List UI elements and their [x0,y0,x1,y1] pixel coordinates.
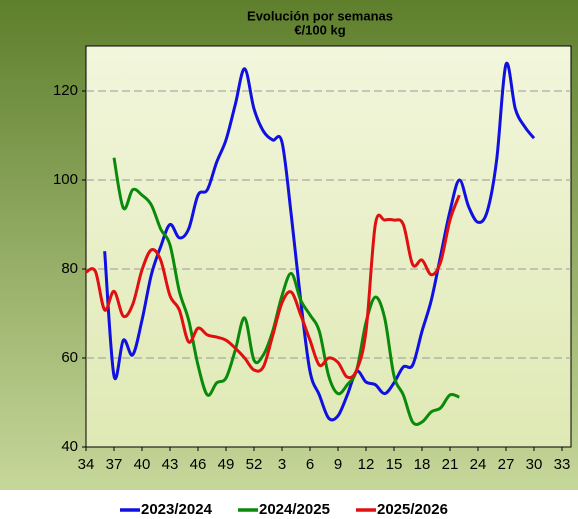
legend-label: 2023/2024 [141,501,213,518]
y-tick-label: 80 [61,260,78,277]
legend-label: 2024/2025 [259,501,330,518]
x-tick-label: 33 [554,456,571,473]
series-line [85,194,461,380]
x-tick-label: 30 [526,456,543,473]
x-tick-label: 49 [218,456,235,473]
plot-area [85,45,572,448]
x-tick-label: 43 [162,456,179,473]
x-tick-label: 46 [190,456,207,473]
legend-label: 2025/2026 [377,501,448,518]
series-line [112,157,460,427]
y-tick-label: 40 [61,438,78,455]
x-tick-label: 24 [470,456,487,473]
x-tick-label: 12 [358,456,375,473]
chart-subtitle: €/100 kg [294,22,345,37]
x-tick-label: 37 [106,456,123,473]
x-tick-label: 40 [134,456,151,473]
x-tick-label: 52 [246,456,263,473]
series-line [103,61,536,422]
y-tick-label: 120 [53,82,78,99]
x-tick-label: 21 [442,456,459,473]
x-tick-label: 3 [278,456,286,473]
x-tick-label: 9 [334,456,342,473]
x-tick-label: 6 [306,456,314,473]
x-tick-label: 15 [386,456,403,473]
chart-title: Evolución por semanas [247,8,393,23]
y-tick-label: 60 [61,349,78,366]
y-tick-label: 100 [53,171,78,188]
x-tick-label: 34 [78,456,95,473]
x-tick-label: 18 [414,456,431,473]
x-tick-label: 27 [498,456,515,473]
